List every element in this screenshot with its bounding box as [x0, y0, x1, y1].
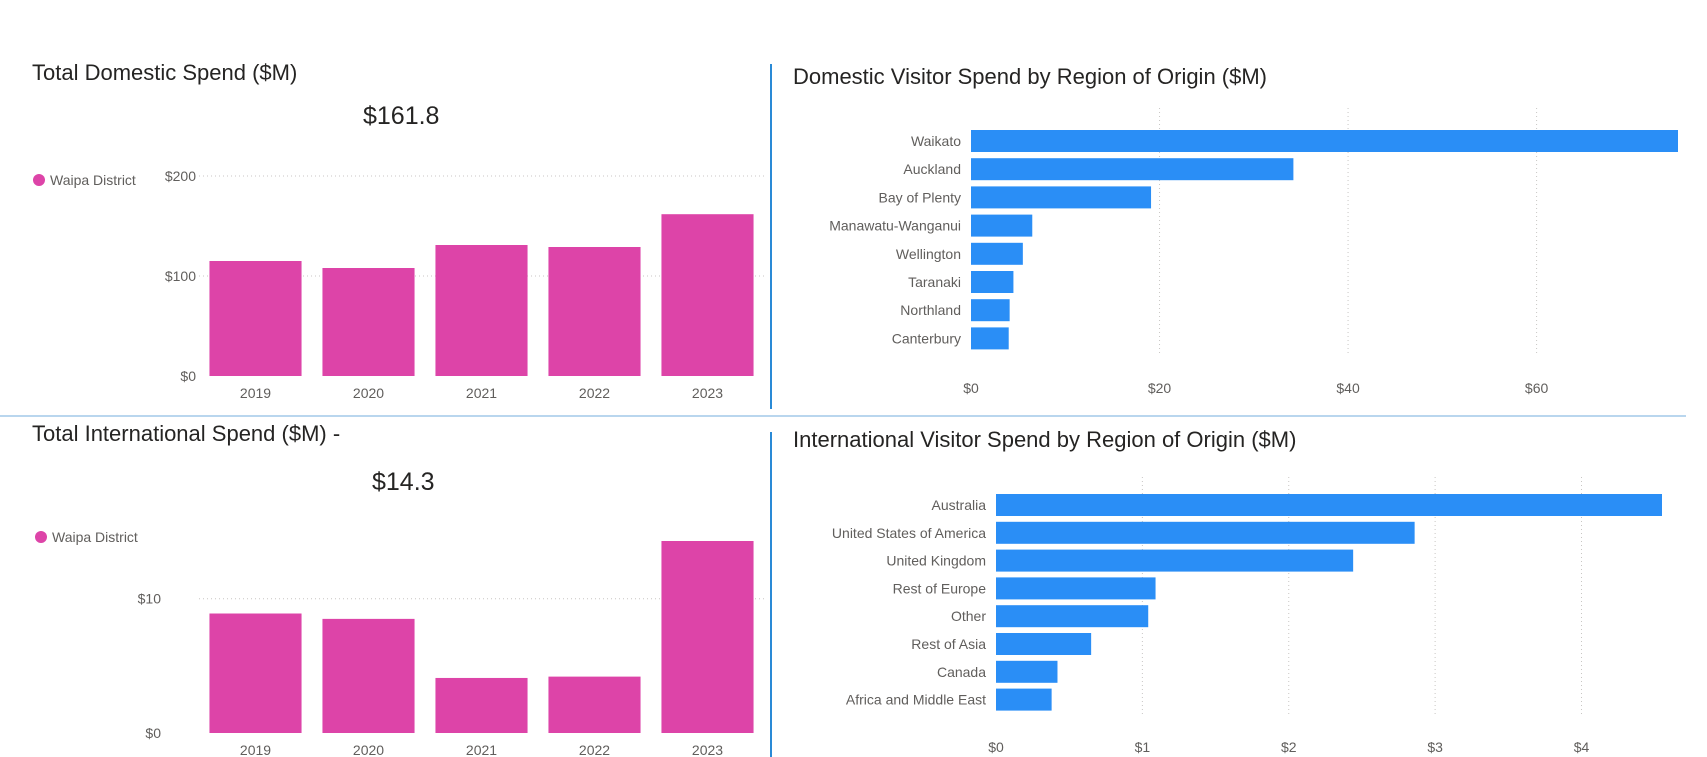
- x-tick-label: 2021: [466, 385, 497, 401]
- bar: [548, 247, 641, 376]
- category-label: Wellington: [896, 246, 961, 262]
- category-label: Other: [951, 608, 986, 624]
- bar: [996, 549, 1354, 572]
- y-tick-label: $10: [138, 591, 162, 607]
- vertical-divider-bottom: [770, 432, 772, 757]
- domestic-total-chart: $0 $100 $200 2019 2020 2021 2022 2023: [165, 168, 764, 401]
- domestic-total-panel: Total Domestic Spend ($M) $161.8 Waipa D…: [0, 0, 770, 410]
- bar: [996, 660, 1058, 683]
- bar: [996, 633, 1092, 655]
- intl-total-kpi: $14.3: [372, 468, 435, 496]
- domestic-total-legend[interactable]: Waipa District: [33, 172, 136, 188]
- bar: [661, 541, 754, 733]
- intl-region-title: International Visitor Spend by Region of…: [793, 427, 1297, 452]
- category-label: Canada: [937, 664, 986, 680]
- y-tick-label: $100: [165, 268, 196, 284]
- x-tick-label: $1: [1135, 739, 1151, 755]
- x-tick-label: 2022: [579, 742, 610, 757]
- category-label: United States of America: [832, 525, 986, 541]
- horizontal-divider: [0, 415, 1686, 417]
- bar: [971, 158, 1294, 181]
- bar: [209, 613, 302, 733]
- bar: [996, 521, 1415, 544]
- x-tick-label: $20: [1148, 380, 1172, 396]
- x-tick-label: $2: [1281, 739, 1297, 755]
- category-label: Africa and Middle East: [846, 692, 986, 708]
- x-tick-label: 2019: [240, 385, 271, 401]
- bar: [971, 214, 1033, 237]
- bar: [971, 327, 1009, 350]
- bar: [435, 677, 528, 733]
- category-label: Northland: [900, 302, 961, 318]
- category-label: Bay of Plenty: [879, 189, 962, 205]
- vertical-divider-top: [770, 64, 772, 409]
- category-label: Waikato: [911, 133, 961, 149]
- x-tick-label: 2022: [579, 385, 610, 401]
- intl-region-chart: $0 $1 $2 $3 $4 Australia United States of Amer…: [832, 477, 1662, 755]
- bar: [971, 299, 1010, 322]
- category-label: Australia: [932, 497, 987, 513]
- y-tick-label: $0: [180, 368, 196, 384]
- domestic-region-panel: Domestic Visitor Spend by Region of Orig…: [772, 0, 1707, 410]
- category-label: Rest of Asia: [911, 636, 986, 652]
- bar: [996, 688, 1052, 711]
- domestic-region-chart: $0 $20 $40 $60 Waikato Auckland Bay of Plenty M…: [829, 108, 1678, 396]
- legend-dot: [35, 531, 47, 543]
- bar: [322, 268, 415, 376]
- x-tick-label: $60: [1525, 380, 1549, 396]
- bar: [435, 245, 528, 376]
- intl-region-panel: International Visitor Spend by Region of…: [772, 417, 1707, 757]
- bar: [661, 214, 754, 376]
- x-tick-label: $40: [1336, 380, 1360, 396]
- x-tick-label: $0: [963, 380, 979, 396]
- legend-label: Waipa District: [52, 529, 138, 545]
- domestic-region-title: Domestic Visitor Spend by Region of Orig…: [793, 64, 1268, 89]
- bar: [971, 242, 1023, 265]
- bar: [971, 271, 1014, 293]
- domestic-total-title: Total Domestic Spend ($M): [32, 60, 298, 85]
- domestic-total-kpi: $161.8: [363, 102, 440, 130]
- intl-total-chart: $0 $10 2019 2020 2021 2022 2023: [138, 541, 764, 757]
- bar: [996, 605, 1149, 628]
- bar: [322, 618, 415, 733]
- bar: [996, 494, 1662, 516]
- intl-total-title: Total International Spend ($M) -: [32, 421, 341, 446]
- x-tick-label: 2021: [466, 742, 497, 757]
- bar: [996, 577, 1156, 600]
- category-label: Canterbury: [892, 330, 961, 346]
- bar: [971, 130, 1678, 152]
- x-tick-label: 2020: [353, 385, 384, 401]
- x-tick-label: $4: [1574, 739, 1590, 755]
- intl-total-legend[interactable]: Waipa District: [35, 529, 138, 545]
- x-tick-label: 2023: [692, 385, 723, 401]
- bar: [209, 261, 302, 376]
- legend-label: Waipa District: [50, 172, 136, 188]
- x-tick-label: $3: [1427, 739, 1443, 755]
- category-label: United Kingdom: [886, 553, 986, 569]
- legend-dot: [33, 174, 45, 186]
- category-label: Rest of Europe: [893, 580, 987, 596]
- x-tick-label: $0: [988, 739, 1004, 755]
- category-label: Manawatu-Wanganui: [829, 218, 961, 234]
- x-tick-label: 2019: [240, 742, 271, 757]
- category-label: Auckland: [903, 161, 961, 177]
- y-tick-label: $0: [145, 725, 161, 741]
- x-tick-label: 2023: [692, 742, 723, 757]
- bar: [971, 186, 1152, 209]
- bar: [548, 676, 641, 733]
- intl-total-panel: Total International Spend ($M) - $14.3 W…: [0, 417, 770, 757]
- y-tick-label: $200: [165, 168, 196, 184]
- x-tick-label: 2020: [353, 742, 384, 757]
- category-label: Taranaki: [908, 274, 961, 290]
